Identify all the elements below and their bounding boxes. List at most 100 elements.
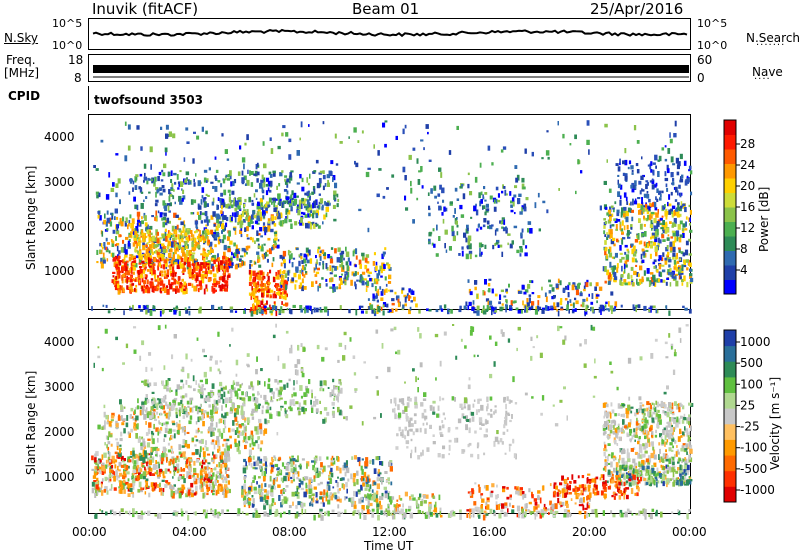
data-cell bbox=[177, 276, 180, 282]
data-cell bbox=[638, 240, 642, 245]
data-cell bbox=[210, 393, 214, 398]
data-cell bbox=[119, 285, 123, 291]
data-cell bbox=[134, 287, 136, 292]
data-cell bbox=[182, 189, 185, 194]
data-cell bbox=[606, 212, 609, 216]
data-cell bbox=[360, 484, 363, 491]
data-cell bbox=[187, 385, 190, 388]
data-cell bbox=[509, 305, 513, 311]
data-cell bbox=[489, 305, 493, 308]
data-cell bbox=[318, 193, 321, 196]
data-cell bbox=[167, 468, 170, 472]
data-cell bbox=[315, 255, 317, 259]
data-cell bbox=[167, 442, 170, 446]
data-cell bbox=[330, 160, 334, 165]
data-cell bbox=[194, 266, 198, 271]
data-cell bbox=[215, 169, 219, 173]
data-cell bbox=[603, 248, 606, 251]
colorbar-bin bbox=[724, 279, 736, 295]
data-cell bbox=[176, 224, 179, 230]
data-cell bbox=[387, 263, 391, 269]
data-cell bbox=[129, 288, 132, 294]
data-cell bbox=[305, 222, 308, 229]
data-cell bbox=[365, 171, 370, 178]
data-cell bbox=[166, 274, 169, 278]
data-cell bbox=[129, 459, 132, 463]
data-cell bbox=[323, 380, 327, 386]
data-cell bbox=[151, 430, 154, 435]
data-cell bbox=[489, 195, 493, 200]
data-cell bbox=[499, 220, 502, 224]
data-cell bbox=[139, 409, 142, 416]
data-cell bbox=[222, 398, 225, 404]
data-cell bbox=[106, 464, 109, 468]
data-cell bbox=[282, 259, 286, 264]
data-cell bbox=[195, 225, 198, 229]
data-cell bbox=[241, 170, 244, 176]
data-cell bbox=[128, 223, 130, 227]
data-cell bbox=[296, 150, 300, 156]
data-cell bbox=[251, 202, 254, 206]
data-cell bbox=[201, 126, 204, 132]
data-cell bbox=[612, 268, 615, 275]
data-cell bbox=[500, 289, 504, 293]
power-colorbar-label: Power [dB] bbox=[757, 186, 771, 252]
power-heatmap bbox=[91, 120, 694, 317]
data-cell bbox=[478, 223, 480, 227]
data-cell bbox=[315, 223, 319, 227]
data-cell bbox=[431, 242, 434, 246]
data-cell bbox=[677, 202, 680, 205]
data-cell bbox=[150, 267, 153, 273]
data-cell bbox=[140, 146, 143, 151]
data-cell bbox=[682, 223, 686, 228]
data-cell bbox=[689, 217, 691, 222]
data-cell bbox=[364, 461, 368, 468]
data-cell bbox=[179, 386, 183, 390]
data-cell bbox=[235, 248, 239, 254]
data-cell bbox=[661, 147, 665, 151]
data-cell bbox=[184, 240, 188, 245]
data-cell bbox=[149, 232, 153, 236]
data-cell bbox=[252, 466, 256, 470]
data-cell bbox=[123, 418, 126, 422]
data-cell bbox=[143, 284, 146, 289]
data-cell bbox=[653, 282, 657, 287]
data-cell bbox=[242, 212, 246, 215]
data-cell bbox=[264, 418, 267, 424]
data-cell bbox=[125, 266, 128, 272]
data-cell bbox=[339, 277, 342, 281]
data-cell bbox=[491, 224, 494, 227]
data-cell bbox=[182, 245, 185, 248]
data-cell bbox=[99, 459, 102, 463]
data-cell bbox=[152, 464, 156, 470]
data-cell bbox=[157, 275, 159, 280]
data-cell bbox=[494, 293, 498, 297]
data-cell bbox=[140, 191, 144, 194]
data-cell bbox=[513, 225, 518, 229]
data-cell bbox=[158, 463, 160, 469]
data-cell bbox=[250, 236, 252, 241]
data-cell bbox=[165, 236, 168, 242]
data-cell bbox=[273, 393, 275, 399]
data-cell bbox=[183, 261, 186, 266]
data-cell bbox=[137, 488, 141, 493]
data-cell bbox=[167, 482, 171, 485]
data-cell bbox=[184, 179, 188, 183]
data-cell bbox=[111, 242, 115, 247]
data-cell bbox=[120, 484, 124, 489]
data-cell bbox=[284, 302, 289, 306]
data-cell bbox=[188, 272, 192, 278]
data-cell bbox=[484, 244, 487, 249]
data-cell bbox=[136, 250, 139, 254]
data-cell bbox=[331, 401, 335, 406]
data-cell bbox=[204, 228, 208, 232]
data-cell bbox=[148, 233, 151, 239]
data-cell bbox=[221, 239, 225, 244]
data-cell bbox=[544, 292, 547, 297]
data-cell bbox=[309, 213, 312, 217]
data-cell bbox=[595, 282, 599, 287]
data-cell bbox=[644, 203, 648, 210]
data-cell bbox=[281, 256, 285, 261]
data-cell bbox=[365, 310, 368, 314]
data-cell bbox=[292, 399, 295, 405]
